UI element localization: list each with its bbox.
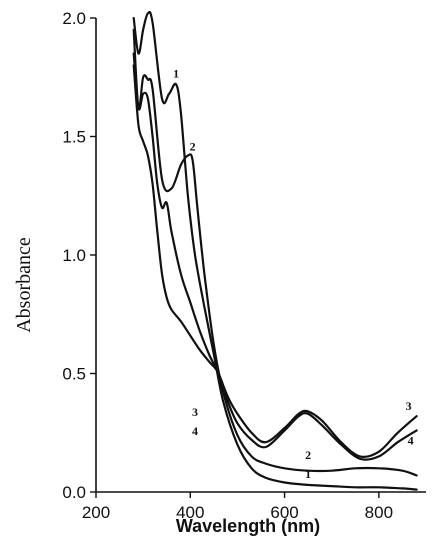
series-1-label: 1	[173, 66, 179, 80]
y-tick-label: 0.0	[62, 483, 86, 502]
series-1-line	[132, 10, 418, 491]
y-tick-label: 1.5	[62, 128, 86, 147]
y-tick-label: 0.5	[62, 365, 86, 384]
series-4-line	[132, 64, 418, 461]
y-tick-label: 1.0	[62, 246, 86, 265]
y-axis-label: Absorbance	[13, 237, 35, 333]
x-tick-label: 200	[82, 503, 110, 522]
series-2-low-label: 2	[305, 448, 311, 462]
axes	[95, 18, 426, 493]
ticks: 200 400 600 800 0.0 0.5 1.0 1.5 2.0	[62, 9, 393, 522]
series-3-end-label: 3	[406, 399, 412, 413]
series-2-line	[132, 28, 418, 477]
series-1-low-label: 1	[305, 467, 311, 481]
curve-labels: 1 2 3 4 3 4 1 2	[173, 66, 413, 481]
x-axis-label: Wavelength (nm)	[176, 516, 320, 536]
series-4-label: 4	[192, 424, 198, 438]
curves	[132, 10, 418, 491]
y-tick-label: 2.0	[62, 9, 86, 28]
series-3-label: 3	[192, 405, 198, 419]
x-tick-label: 600	[270, 503, 298, 522]
series-4-end-label: 4	[408, 433, 414, 447]
series-2-label: 2	[190, 140, 196, 154]
x-tick-label: 800	[365, 503, 393, 522]
series-3-line	[132, 52, 418, 459]
x-tick-label: 400	[176, 503, 204, 522]
